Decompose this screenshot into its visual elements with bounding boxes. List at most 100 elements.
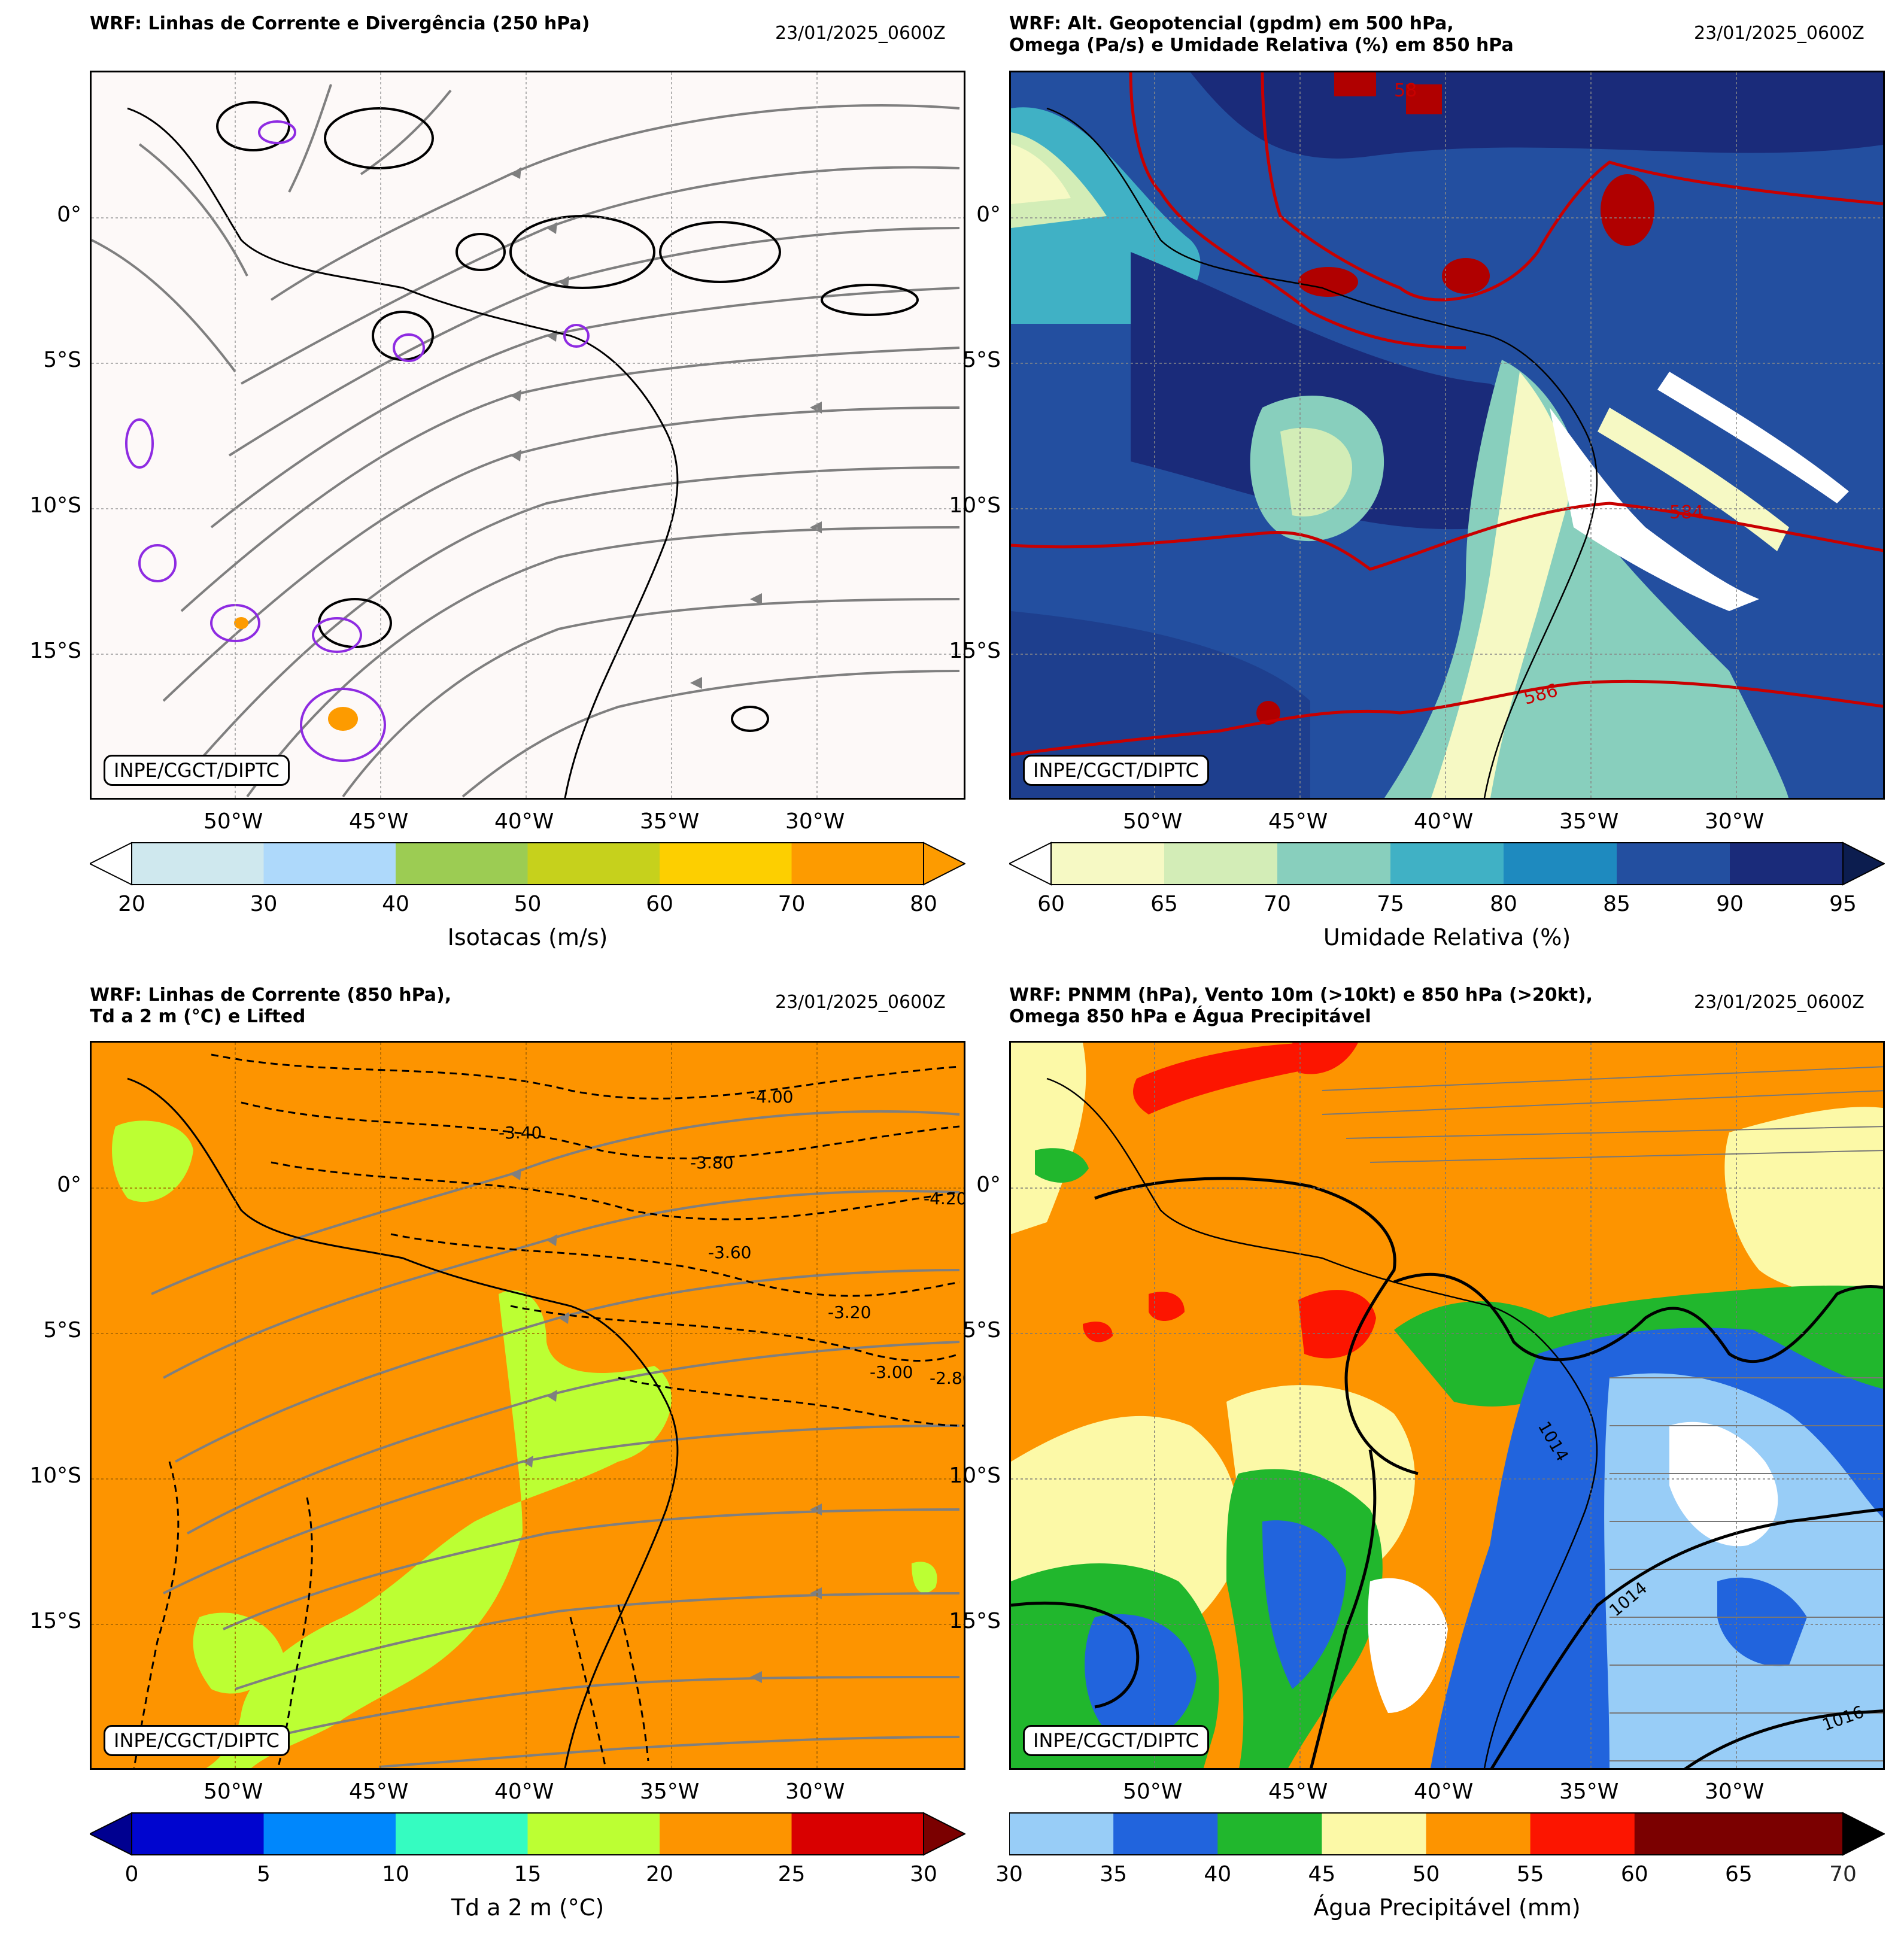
contour-label: -3.40: [499, 1123, 542, 1143]
x-tick: 40°W: [1414, 809, 1474, 834]
panel-date: 23/01/2025_0600Z: [775, 23, 946, 44]
colorbar-tick: 40: [382, 892, 409, 916]
colorbar-segment: [263, 1813, 396, 1855]
map-area: 1014 1014 1016 INPE/CGCT/DIPTC: [1009, 1041, 1885, 1770]
x-tick: 50°W: [204, 1779, 263, 1804]
contour-label: -2.80: [930, 1368, 965, 1388]
coastline: [1046, 1077, 1598, 1768]
colorbar-tick: 20: [646, 1862, 673, 1887]
x-tick: 40°W: [494, 809, 554, 834]
pressure-contours: [1011, 1177, 1883, 1768]
colorbar-frame: [131, 1812, 924, 1855]
isotach-contours: [125, 120, 590, 762]
contour-labels: -3.80 -3.60 -4.00 -3.20 -3.40 -3.00 -2.8…: [499, 1087, 965, 1388]
colorbar-tick: 80: [1490, 892, 1517, 916]
colorbar-segment: [396, 1813, 528, 1855]
map-layers: 1014 1014 1016: [1011, 1043, 1883, 1768]
y-tick: 5°S: [962, 1318, 1001, 1343]
colorbar-tick: 80: [910, 892, 937, 916]
colorbar-frame: [131, 842, 924, 885]
colorbar-tick: 65: [1150, 892, 1178, 916]
contour-label: -3.60: [708, 1243, 751, 1262]
colorbar-segment: [527, 843, 660, 885]
colorbar-tick: 50: [1412, 1862, 1440, 1887]
x-tick: 45°W: [1268, 809, 1328, 834]
colorbar-tick: 60: [646, 892, 673, 916]
colorbar-tick-overlap: 70: [1829, 1862, 1857, 1887]
contour-label: -3.80: [690, 1153, 733, 1173]
colorbar-tick: 20: [118, 892, 145, 916]
dewpoint-fill: [112, 1120, 937, 1768]
colorbar-tick: 30: [995, 1862, 1023, 1887]
credit-label: INPE/CGCT/DIPTC: [1023, 755, 1209, 786]
colorbar-segment: [1738, 1813, 1844, 1855]
x-tick: 30°W: [785, 1779, 845, 1804]
colorbar-extend-high: [1842, 1812, 1885, 1856]
credit-label: INPE/CGCT/DIPTC: [104, 1725, 290, 1756]
colorbar-graphic: [90, 842, 965, 886]
x-tick: 30°W: [1705, 1779, 1765, 1804]
colorbar-segment: [1634, 1813, 1739, 1855]
colorbar-extend-low: [1009, 842, 1052, 886]
colorbar-segment: [1730, 843, 1844, 885]
colorbar-frame: [1050, 842, 1844, 885]
wind-barbs: [1322, 1066, 1883, 1761]
map-area: 584 586 58 INPE/CGCT/DIPTC: [1009, 71, 1885, 800]
colorbar-tick: 70: [778, 892, 806, 916]
colorbar-segment: [396, 843, 528, 885]
y-tick: 10°S: [29, 1463, 81, 1488]
x-tick: 35°W: [1559, 1779, 1619, 1804]
grid-lines: [1011, 72, 1883, 798]
coastline: [127, 1077, 679, 1768]
y-tick: 5°S: [43, 348, 81, 372]
colorbar-segment: [791, 1813, 924, 1855]
x-tick: 40°W: [494, 1779, 554, 1804]
isotach-fill: [234, 617, 358, 731]
colorbar-tick: 15: [514, 1862, 542, 1887]
colorbar-extend-high: [1842, 842, 1885, 886]
panel-geopotential-500hpa: WRF: Alt. Geopotencial (gpdm) em 500 hPa…: [949, 0, 1903, 976]
high-pw-fill: [1083, 1043, 1376, 1359]
colorbar-tick: 45: [1308, 1862, 1336, 1887]
colorbar: 60 65 70 75 80 85 90 95 Umidade Relativa (%): [1009, 842, 1885, 961]
colorbar-tick: 30: [250, 892, 278, 916]
colorbar-segment: [1504, 843, 1617, 885]
map-layers: 584 586 58: [1011, 72, 1883, 798]
colorbar: 30 35 40 45 50 55 60 65 70 Água Precipitável (mm): [995, 1812, 1885, 1931]
colorbar-tick: 40: [1204, 1862, 1232, 1887]
y-tick: 0°: [57, 1173, 81, 1197]
panel-title: WRF: PNMM (hPa), Vento 10m (>10kt) e 850…: [1009, 985, 1593, 1027]
grid-lines: [92, 72, 964, 798]
x-tick: 35°W: [640, 1779, 700, 1804]
colorbar-segment: [1113, 1813, 1218, 1855]
colorbar-tick: 55: [1516, 1862, 1544, 1887]
contour-label: -4.00: [750, 1087, 793, 1107]
colorbar-label: Td a 2 m (°C): [451, 1894, 605, 1921]
credit-label: INPE/CGCT/DIPTC: [104, 755, 290, 786]
x-tick: 45°W: [349, 1779, 409, 1804]
map-layers: [92, 72, 964, 798]
panel-date: 23/01/2025_0600Z: [775, 992, 946, 1013]
colorbar-graphic: [1009, 1812, 1885, 1856]
y-tick: 15°S: [949, 639, 1001, 663]
colorbar-frame: [1009, 1812, 1844, 1855]
x-tick: 30°W: [1705, 809, 1765, 834]
x-tick: 50°W: [1123, 809, 1183, 834]
contour-label: 58: [1394, 80, 1417, 101]
x-tick: 50°W: [204, 809, 263, 834]
colorbar-segment: [1164, 843, 1278, 885]
colorbar-segment: [1426, 1813, 1531, 1855]
panel-title: WRF: Linhas de Corrente e Divergência (2…: [90, 13, 590, 34]
colorbar-tick: 75: [1377, 892, 1404, 916]
colorbar-tick: 35: [1100, 1862, 1128, 1887]
colorbar-tick: 85: [1603, 892, 1630, 916]
colorbar-segment: [1617, 843, 1730, 885]
map-layers: -3.80 -3.60 -4.00 -3.20 -3.40 -3.00 -2.8…: [92, 1043, 965, 1768]
colorbar-segment: [1277, 843, 1391, 885]
y-tick: 0°: [976, 1173, 1001, 1197]
colorbar-tick: 25: [778, 1862, 806, 1887]
colorbar: 20 30 40 50 60 70 80 Isotacas (m/s): [90, 842, 965, 961]
streamlines: [92, 84, 960, 798]
x-tick: 40°W: [1414, 1779, 1474, 1804]
colorbar-label: Água Precipitável (mm): [1313, 1894, 1581, 1921]
